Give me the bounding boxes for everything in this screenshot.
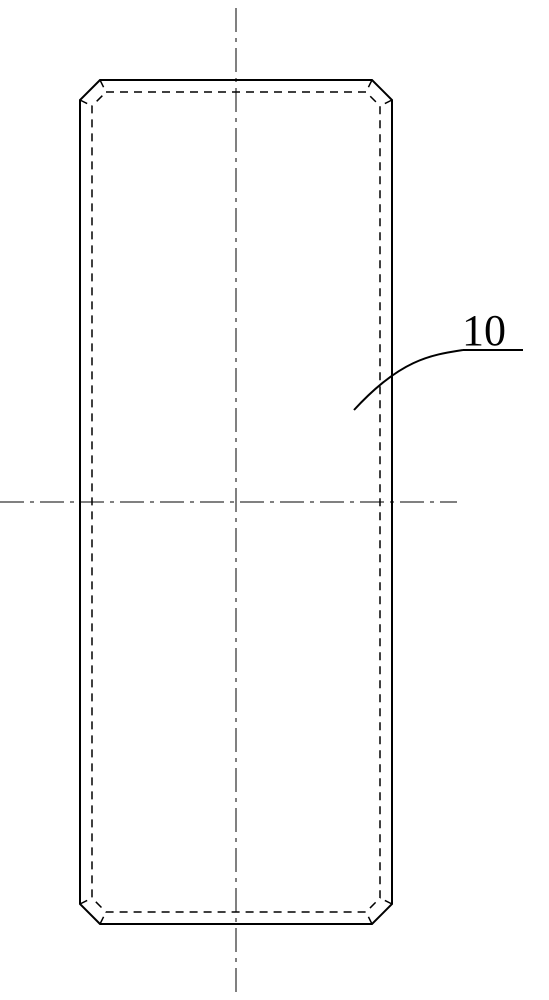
depth-edge: [380, 898, 392, 904]
label-leader: [354, 350, 463, 410]
depth-edge: [366, 80, 372, 92]
depth-edge: [100, 80, 106, 92]
part-label-10: 10: [462, 306, 506, 355]
depth-edge: [380, 100, 392, 106]
depth-edge: [366, 912, 372, 924]
depth-edge: [80, 100, 92, 106]
depth-edge: [100, 912, 106, 924]
figure-canvas: 10: [0, 0, 549, 1000]
depth-edge: [80, 898, 92, 904]
